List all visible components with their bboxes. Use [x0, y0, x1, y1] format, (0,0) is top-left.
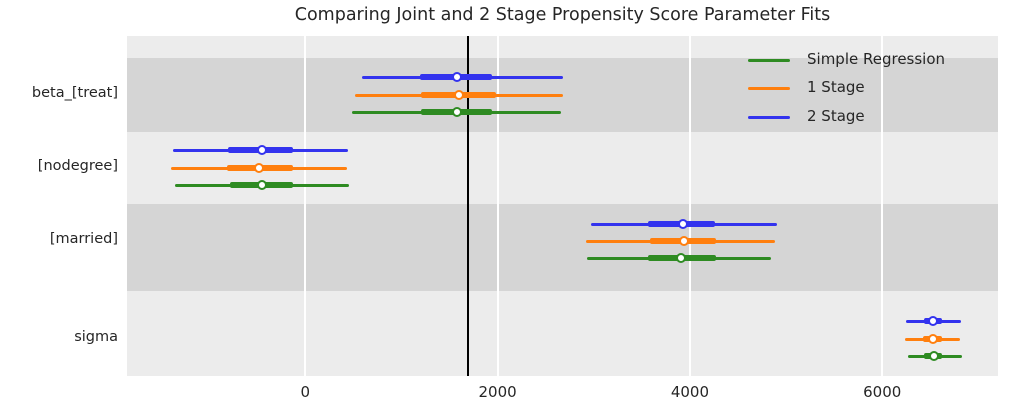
row-shading-band: [127, 204, 998, 291]
median-marker: [452, 72, 463, 82]
legend-swatch-line: [748, 86, 790, 90]
legend-swatch-line: [748, 58, 790, 62]
x-gridline: [496, 36, 499, 376]
legend-swatch-line: [748, 115, 790, 119]
x-gridline: [688, 36, 691, 376]
chart-title: Comparing Joint and 2 Stage Propensity S…: [294, 5, 831, 25]
median-marker: [254, 163, 265, 173]
x-gridline: [881, 36, 884, 376]
y-tick-label: [nodegree]: [37, 158, 118, 174]
x-tick-label: 4000: [670, 383, 709, 401]
reference-line: [466, 36, 469, 376]
median-marker: [257, 180, 267, 190]
median-marker: [928, 334, 939, 344]
legend-label: Simple Regression: [807, 50, 946, 68]
x-tick-label: 2000: [478, 383, 517, 401]
legend-label: 1 Stage: [807, 78, 865, 96]
legend-label: 2 Stage: [807, 107, 865, 125]
x-tick-label: 6000: [863, 383, 902, 401]
median-marker: [257, 145, 267, 155]
median-marker: [452, 107, 463, 117]
median-marker: [679, 236, 690, 246]
y-tick-label: [married]: [49, 231, 118, 247]
plot-area: Simple Regression 1 Stage 2 Stage: [127, 36, 998, 376]
median-marker: [676, 253, 687, 263]
y-tick-label: beta_[treat]: [31, 85, 118, 101]
median-marker: [454, 90, 465, 100]
median-marker: [928, 316, 939, 326]
x-tick-label: 0: [300, 383, 311, 401]
median-marker: [929, 351, 940, 361]
y-tick-label: sigma: [74, 329, 118, 345]
median-marker: [678, 219, 689, 229]
x-gridline: [304, 36, 307, 376]
